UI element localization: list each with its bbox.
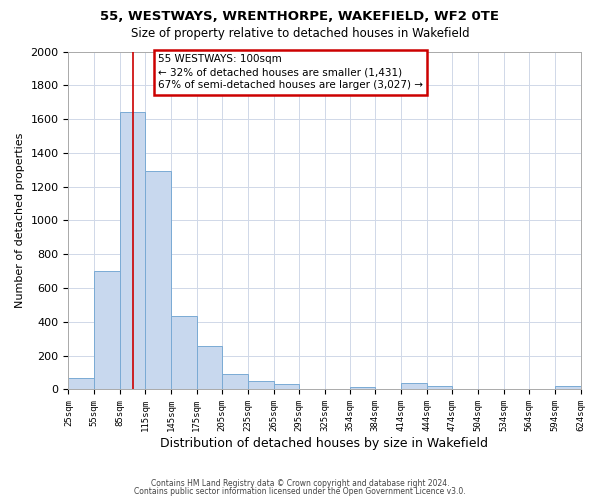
X-axis label: Distribution of detached houses by size in Wakefield: Distribution of detached houses by size …: [160, 437, 488, 450]
Text: Contains HM Land Registry data © Crown copyright and database right 2024.: Contains HM Land Registry data © Crown c…: [151, 478, 449, 488]
Bar: [171, 316, 197, 390]
Bar: [427, 386, 452, 390]
Bar: [119, 112, 145, 390]
Y-axis label: Number of detached properties: Number of detached properties: [15, 133, 25, 308]
Bar: [197, 346, 222, 390]
Text: 55, WESTWAYS, WRENTHORPE, WAKEFIELD, WF2 0TE: 55, WESTWAYS, WRENTHORPE, WAKEFIELD, WF2…: [101, 10, 499, 23]
Bar: [248, 381, 274, 390]
Bar: [222, 374, 248, 390]
Text: 55 WESTWAYS: 100sqm
← 32% of detached houses are smaller (1,431)
67% of semi-det: 55 WESTWAYS: 100sqm ← 32% of detached ho…: [158, 54, 423, 90]
Bar: [555, 386, 581, 390]
Bar: [68, 378, 94, 390]
Text: Contains public sector information licensed under the Open Government Licence v3: Contains public sector information licen…: [134, 487, 466, 496]
Bar: [350, 387, 376, 390]
Bar: [401, 382, 427, 390]
Text: Size of property relative to detached houses in Wakefield: Size of property relative to detached ho…: [131, 28, 469, 40]
Bar: [94, 271, 119, 390]
Bar: [145, 172, 171, 390]
Bar: [274, 384, 299, 390]
